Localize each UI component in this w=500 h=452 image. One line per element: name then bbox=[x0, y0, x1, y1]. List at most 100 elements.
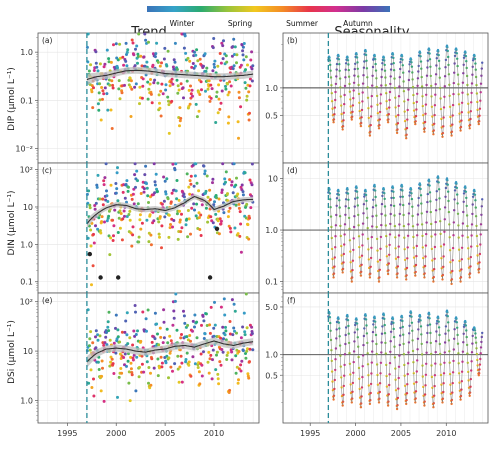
data-point bbox=[91, 264, 95, 268]
data-point bbox=[250, 50, 254, 54]
data-point bbox=[116, 166, 119, 170]
data-point bbox=[159, 114, 163, 118]
data-point bbox=[139, 54, 143, 58]
data-point bbox=[151, 63, 155, 67]
data-point bbox=[149, 243, 153, 247]
data-point bbox=[160, 361, 164, 365]
data-point bbox=[157, 232, 161, 236]
data-point bbox=[238, 234, 242, 238]
data-point bbox=[165, 64, 169, 68]
seasonal-point bbox=[470, 234, 473, 237]
outlier-point bbox=[98, 275, 103, 280]
data-point bbox=[152, 162, 156, 166]
data-point bbox=[129, 361, 133, 365]
data-point bbox=[131, 343, 135, 347]
data-point bbox=[103, 220, 106, 224]
seasonal-point bbox=[406, 118, 409, 121]
seasonal-point bbox=[375, 363, 379, 366]
data-point bbox=[105, 219, 109, 223]
seasonal-point bbox=[328, 316, 332, 319]
data-point bbox=[185, 335, 189, 339]
data-point bbox=[178, 124, 181, 128]
seasonal-point bbox=[367, 107, 370, 110]
data-point bbox=[94, 61, 98, 65]
seasonal-point bbox=[412, 256, 416, 259]
seasonal-point bbox=[402, 353, 406, 356]
data-point bbox=[119, 357, 123, 360]
data-point bbox=[228, 226, 232, 230]
data-point bbox=[238, 210, 242, 214]
data-point bbox=[121, 217, 125, 221]
data-point bbox=[135, 355, 139, 359]
data-point bbox=[129, 115, 133, 118]
data-point bbox=[136, 55, 140, 59]
y-tick-label: 0.1 bbox=[265, 278, 278, 287]
data-point bbox=[173, 60, 177, 64]
y-tick-label: 1.0 bbox=[265, 351, 278, 360]
data-point bbox=[110, 127, 114, 130]
seasonal-point bbox=[380, 68, 384, 71]
seasonal-point bbox=[385, 107, 389, 110]
data-point bbox=[247, 376, 251, 380]
seasonal-point bbox=[442, 116, 445, 119]
seasonal-point bbox=[348, 362, 352, 365]
seasonal-point bbox=[435, 198, 438, 201]
seasonal-point bbox=[428, 52, 431, 55]
data-point bbox=[173, 362, 177, 366]
data-point bbox=[219, 219, 223, 223]
data-point bbox=[123, 196, 127, 200]
data-point bbox=[241, 325, 245, 329]
data-point bbox=[118, 209, 122, 213]
seasonal-point bbox=[433, 104, 437, 107]
data-point bbox=[175, 212, 179, 216]
seasonal-point bbox=[467, 257, 470, 260]
data-point bbox=[96, 227, 100, 231]
data-point bbox=[159, 335, 163, 339]
data-point bbox=[120, 330, 124, 334]
data-point bbox=[241, 49, 245, 53]
seasonal-point bbox=[370, 105, 373, 108]
data-point bbox=[124, 319, 128, 323]
data-point bbox=[199, 234, 203, 237]
data-point bbox=[153, 180, 157, 184]
data-point bbox=[115, 171, 119, 175]
data-point bbox=[111, 218, 115, 222]
seasonal-point bbox=[447, 210, 451, 214]
data-point bbox=[231, 333, 235, 337]
data-point bbox=[225, 358, 229, 361]
seasonal-point bbox=[355, 190, 359, 193]
seasonal-point bbox=[457, 83, 460, 86]
data-point bbox=[242, 58, 246, 62]
seasonal-point bbox=[389, 82, 392, 86]
data-point bbox=[87, 381, 91, 385]
data-point bbox=[182, 46, 186, 50]
y-tick-label: 1.0 bbox=[20, 396, 33, 405]
seasonal-point bbox=[464, 324, 468, 327]
seasonal-point bbox=[378, 123, 381, 127]
data-point bbox=[134, 333, 138, 336]
data-point bbox=[234, 371, 238, 375]
data-point bbox=[186, 323, 190, 327]
data-point bbox=[193, 208, 196, 212]
data-point bbox=[187, 360, 191, 364]
seasonal-point bbox=[430, 375, 434, 379]
data-point bbox=[137, 32, 141, 36]
data-point bbox=[211, 46, 215, 50]
data-point bbox=[205, 174, 209, 178]
data-point bbox=[209, 83, 213, 87]
seasonal-point bbox=[344, 342, 347, 346]
data-point bbox=[237, 90, 241, 94]
trend-line bbox=[86, 340, 254, 363]
seasonal-point bbox=[366, 341, 369, 345]
data-point bbox=[106, 200, 110, 203]
data-point bbox=[120, 91, 124, 95]
seasonal-point bbox=[370, 94, 373, 98]
data-point bbox=[198, 382, 202, 386]
seasonal-point bbox=[440, 383, 443, 386]
data-point bbox=[114, 326, 117, 330]
data-point bbox=[239, 63, 243, 67]
seasonal-point bbox=[443, 341, 447, 344]
data-point bbox=[235, 331, 238, 335]
seasonal-point bbox=[396, 122, 400, 125]
